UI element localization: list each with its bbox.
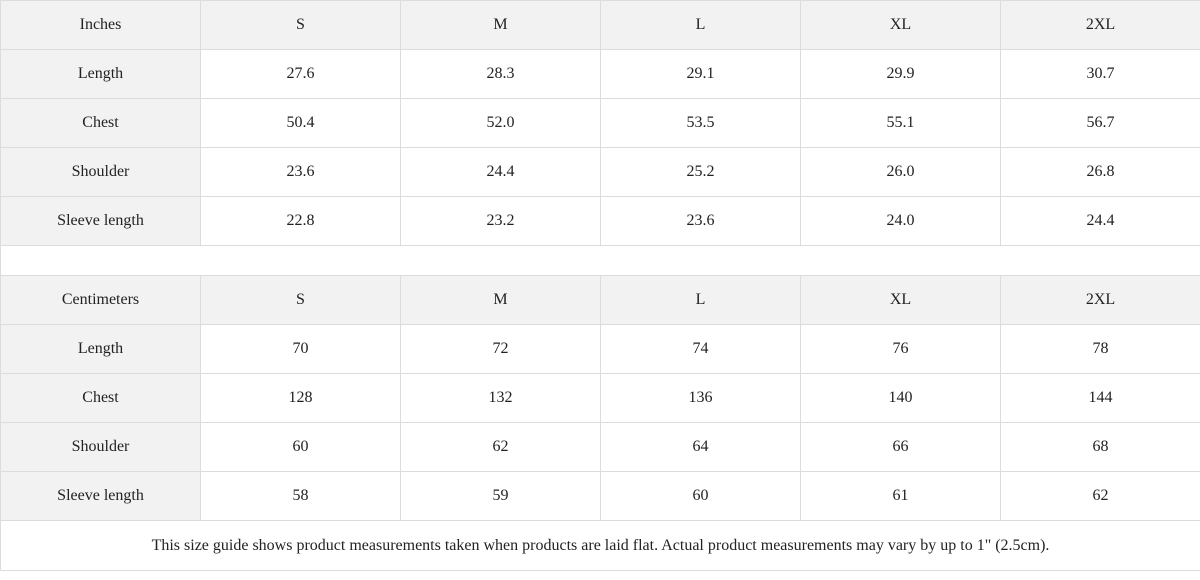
measurement-value: 26.8: [1000, 147, 1200, 197]
measurement-label: Sleeve length: [0, 471, 201, 521]
measurement-value: 26.0: [800, 147, 1001, 197]
measurement-value: 29.9: [800, 49, 1001, 99]
size-header: S: [200, 0, 401, 50]
table-row: Sleeve length 22.8 23.2 23.6 24.0 24.4: [0, 196, 1200, 246]
size-header: M: [400, 275, 601, 325]
unit-label: Centimeters: [0, 275, 201, 325]
note-row: This size guide shows product measuremen…: [0, 520, 1200, 571]
measurement-value: 24.4: [1000, 196, 1200, 246]
measurement-value: 23.2: [400, 196, 601, 246]
measurement-value: 140: [800, 373, 1001, 423]
size-header: S: [200, 275, 401, 325]
spacer-cell: [0, 245, 1200, 276]
measurement-value: 24.4: [400, 147, 601, 197]
table-row: Length 27.6 28.3 29.1 29.9 30.7: [0, 49, 1200, 99]
measurement-value: 72: [400, 324, 601, 374]
measurement-label: Chest: [0, 373, 201, 423]
measurement-value: 64: [600, 422, 801, 472]
measurement-value: 60: [600, 471, 801, 521]
size-header: 2XL: [1000, 275, 1200, 325]
measurement-value: 56.7: [1000, 98, 1200, 148]
measurement-value: 60: [200, 422, 401, 472]
measurement-value: 52.0: [400, 98, 601, 148]
measurement-value: 62: [1000, 471, 1200, 521]
measurement-value: 132: [400, 373, 601, 423]
measurement-value: 50.4: [200, 98, 401, 148]
table-row: Chest 128 132 136 140 144: [0, 373, 1200, 423]
measurement-value: 25.2: [600, 147, 801, 197]
measurement-value: 68: [1000, 422, 1200, 472]
measurement-value: 59: [400, 471, 601, 521]
table-row: Length 70 72 74 76 78: [0, 324, 1200, 374]
measurement-value: 55.1: [800, 98, 1001, 148]
measurement-value: 144: [1000, 373, 1200, 423]
measurement-label: Length: [0, 49, 201, 99]
size-header: M: [400, 0, 601, 50]
header-row: Inches S M L XL 2XL: [0, 0, 1200, 50]
measurement-label: Sleeve length: [0, 196, 201, 246]
measurement-value: 24.0: [800, 196, 1001, 246]
size-guide-note: This size guide shows product measuremen…: [0, 520, 1200, 571]
measurement-value: 62: [400, 422, 601, 472]
size-header: 2XL: [1000, 0, 1200, 50]
measurement-label: Length: [0, 324, 201, 374]
size-header: XL: [800, 275, 1001, 325]
size-header: L: [600, 275, 801, 325]
table-spacer: [0, 245, 1200, 276]
table-row: Shoulder 60 62 64 66 68: [0, 422, 1200, 472]
measurement-value: 78: [1000, 324, 1200, 374]
measurement-label: Shoulder: [0, 422, 201, 472]
measurement-value: 29.1: [600, 49, 801, 99]
measurement-value: 136: [600, 373, 801, 423]
table-row: Shoulder 23.6 24.4 25.2 26.0 26.8: [0, 147, 1200, 197]
measurement-label: Shoulder: [0, 147, 201, 197]
measurement-value: 28.3: [400, 49, 601, 99]
measurement-value: 23.6: [600, 196, 801, 246]
unit-label: Inches: [0, 0, 201, 50]
measurement-value: 53.5: [600, 98, 801, 148]
measurement-value: 58: [200, 471, 401, 521]
table-row: Sleeve length 58 59 60 61 62: [0, 471, 1200, 521]
measurement-value: 128: [200, 373, 401, 423]
measurement-value: 76: [800, 324, 1001, 374]
measurement-value: 70: [200, 324, 401, 374]
measurement-value: 61: [800, 471, 1001, 521]
measurement-value: 27.6: [200, 49, 401, 99]
measurement-value: 23.6: [200, 147, 401, 197]
measurement-value: 30.7: [1000, 49, 1200, 99]
table-row: Chest 50.4 52.0 53.5 55.1 56.7: [0, 98, 1200, 148]
measurement-label: Chest: [0, 98, 201, 148]
measurement-value: 66: [800, 422, 1001, 472]
measurement-value: 22.8: [200, 196, 401, 246]
size-header: L: [600, 0, 801, 50]
header-row: Centimeters S M L XL 2XL: [0, 275, 1200, 325]
size-header: XL: [800, 0, 1001, 50]
measurement-value: 74: [600, 324, 801, 374]
